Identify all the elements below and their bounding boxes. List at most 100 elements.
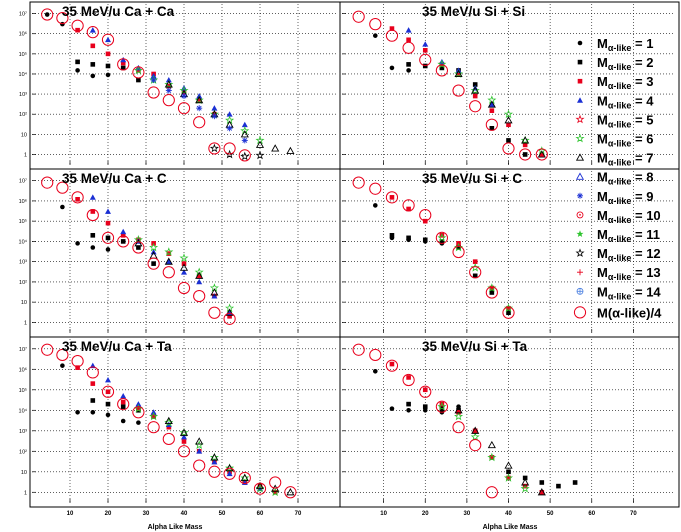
data-point: [537, 150, 546, 158]
x-tick-label: 50: [219, 511, 226, 517]
data-point: [149, 242, 159, 252]
panel-5: 1 10 10² 10³ 10⁴ 10⁵ 10⁶ 10⁷ 10 20 30 40 50 60 70: [19, 336, 341, 517]
data-point: [489, 290, 495, 295]
y-tick-label: 10⁵: [19, 387, 27, 394]
data-point: [472, 93, 478, 99]
data-point: [506, 469, 511, 475]
data-point: [165, 77, 172, 83]
data-point: [402, 41, 415, 54]
legend-marker: [577, 78, 583, 84]
data-point: [181, 93, 187, 100]
asterisk-stroke: [196, 105, 202, 111]
data-point: [405, 27, 412, 33]
data-point: [147, 257, 160, 270]
y-tick-label: 10: [21, 132, 27, 138]
data-point: [193, 459, 206, 472]
data-point: [422, 41, 429, 47]
data-point: [519, 148, 532, 161]
data-point: [147, 421, 160, 434]
data-point: [179, 428, 189, 436]
data-point: [225, 308, 234, 316]
data-point: [132, 241, 145, 254]
data-point: [105, 412, 111, 418]
data-point: [71, 191, 84, 204]
legend-marker: [575, 153, 585, 161]
data-point: [489, 455, 495, 460]
data-point: [489, 108, 495, 113]
data-point: [44, 12, 50, 17]
data-point: [162, 94, 175, 107]
y-tick-label: 10⁵: [19, 51, 27, 58]
data-point: [136, 68, 141, 73]
data-point: [369, 348, 382, 362]
data-point: [120, 60, 126, 66]
data-point: [166, 424, 172, 430]
legend-marker: [575, 133, 585, 143]
series-mtotal: [41, 8, 251, 162]
panel-title-6: 35 MeV/u Si + Ta: [422, 339, 528, 354]
data-point: [226, 470, 233, 477]
data-point: [211, 105, 218, 111]
series-m9: [150, 77, 248, 144]
data-point: [373, 203, 378, 208]
data-point: [352, 10, 365, 23]
legend-marker: [577, 269, 583, 276]
panel-title-1: 35 MeV/u Ca + Ca: [62, 4, 175, 19]
data-point: [179, 428, 189, 437]
data-point: [469, 100, 482, 113]
data-point: [223, 312, 236, 325]
data-point: [41, 176, 54, 189]
legend-marker: [576, 230, 584, 238]
legend-label: Mα-like = 12: [597, 246, 661, 263]
series-m6: [437, 401, 530, 493]
y-tick-label: 10³: [19, 260, 27, 266]
y-tick-label: 10³: [19, 92, 27, 98]
legend-entry-12: Mα-like = 12: [575, 246, 661, 263]
data-point: [485, 286, 498, 299]
x-tick-label: 30: [143, 511, 150, 517]
data-point: [71, 19, 84, 32]
panel-title-2: 35 MeV/u Si + Si: [422, 4, 525, 19]
panel-frame: [29, 1, 341, 170]
data-point: [240, 130, 249, 138]
series-m1: [373, 33, 411, 73]
data-point: [132, 406, 145, 419]
legend-marker: [575, 114, 585, 124]
data-point: [487, 283, 497, 292]
data-point: [226, 111, 233, 117]
data-point: [211, 293, 218, 299]
data-point: [253, 482, 267, 495]
series-m2: [389, 233, 511, 316]
data-point: [210, 453, 219, 461]
circle-dot-ring: [576, 211, 584, 219]
data-point: [456, 245, 461, 250]
data-point: [504, 461, 513, 469]
data-point: [75, 59, 80, 65]
data-point: [241, 121, 248, 128]
data-point: [452, 421, 465, 434]
series-m1: [60, 363, 141, 425]
data-point: [89, 194, 96, 200]
data-point: [422, 48, 428, 53]
legend-label: Mα-like = 1: [597, 36, 653, 53]
legend-entry-9: Mα-like = 9: [577, 189, 653, 206]
data-point: [240, 473, 250, 482]
data-point: [240, 473, 249, 482]
data-point: [422, 387, 428, 393]
series-m1: [60, 204, 111, 252]
data-point: [120, 239, 126, 244]
data-point: [120, 65, 126, 71]
data-point: [470, 85, 480, 95]
circle-dot-center: [579, 214, 581, 216]
data-point: [196, 105, 203, 112]
data-point: [522, 142, 528, 148]
data-point: [506, 310, 511, 316]
data-point: [503, 109, 514, 119]
data-point: [284, 486, 297, 499]
data-point: [181, 433, 187, 440]
data-point: [472, 259, 478, 264]
data-point: [105, 220, 111, 226]
data-point: [487, 440, 496, 449]
legend-marker: [577, 192, 583, 199]
data-point: [164, 416, 173, 425]
